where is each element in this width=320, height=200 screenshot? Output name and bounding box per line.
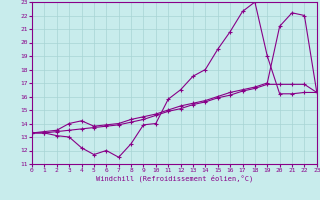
- X-axis label: Windchill (Refroidissement éolien,°C): Windchill (Refroidissement éolien,°C): [96, 175, 253, 182]
